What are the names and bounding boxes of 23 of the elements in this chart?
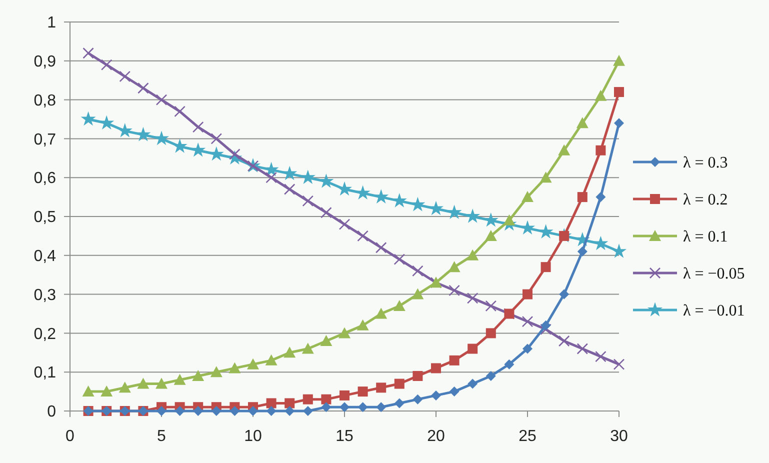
x-tick-label: 25 <box>518 428 536 445</box>
x-tick-label: 5 <box>157 428 166 445</box>
legend-label: λ = −0.05 <box>683 266 745 283</box>
y-tick-label: 0,5 <box>34 209 56 226</box>
y-tick-label: 0,8 <box>34 92 56 110</box>
y-tick-label: 0,2 <box>34 326 56 343</box>
legend-label: λ = −0.01 <box>683 302 745 320</box>
y-tick-label: 0,1 <box>34 364 56 382</box>
y-tick-label: 0,3 <box>34 286 56 304</box>
x-tick-label: 15 <box>336 428 354 445</box>
x-tick-label: 0 <box>66 428 75 445</box>
y-tick-label: 0,7 <box>34 131 56 148</box>
x-tick-label: 20 <box>427 428 445 445</box>
legend-label: λ = 0.1 <box>683 228 728 246</box>
y-tick-label: 0 <box>47 404 56 421</box>
y-tick-label: 1 <box>47 14 56 32</box>
y-tick-label: 0,9 <box>34 54 56 70</box>
x-tick-label: 30 <box>610 428 628 445</box>
legend-label: λ = 0.2 <box>683 192 728 209</box>
y-tick-label: 0,4 <box>34 248 56 265</box>
y-tick-label: 0,6 <box>34 170 56 188</box>
legend-label: λ = 0.3 <box>683 154 728 172</box>
x-tick-label: 10 <box>244 428 262 445</box>
